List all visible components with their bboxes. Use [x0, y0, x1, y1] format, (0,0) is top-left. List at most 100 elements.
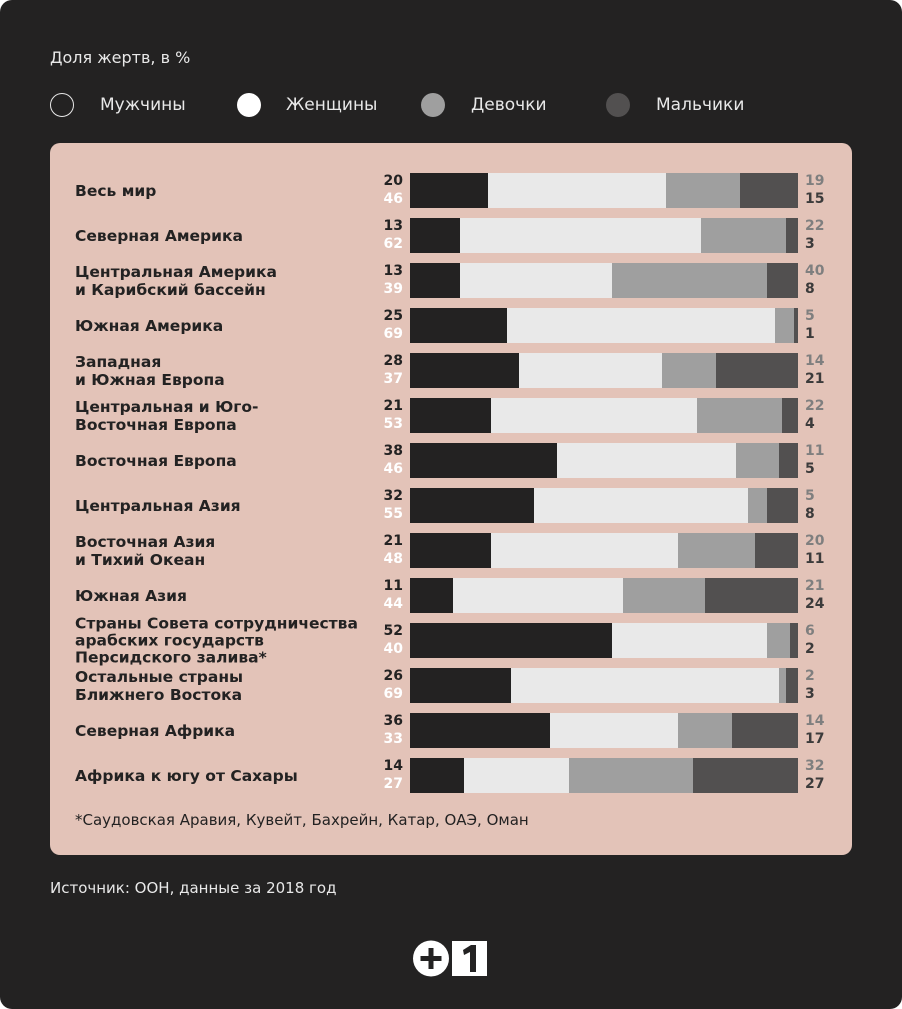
bar-segment-boys — [739, 173, 798, 208]
chart-panel: Весь мир 20 46 19 15 Северная Америка 13 62 22 3 Ц… — [50, 143, 852, 855]
bar-segment-girls — [700, 218, 787, 253]
bar-segment-women — [611, 623, 767, 658]
value-label-girls: 11 — [805, 443, 825, 459]
stacked-bar — [410, 533, 798, 568]
value-label-girls: 32 — [805, 758, 825, 774]
value-label-women: 53 — [383, 416, 403, 432]
value-label-men: 21 — [383, 398, 403, 414]
bar-segment-boys — [778, 443, 798, 478]
footnote: *Саудовская Аравия, Кувейт, Бахрейн, Кат… — [75, 811, 529, 829]
bar-segment-men — [410, 668, 511, 703]
value-label-boys: 15 — [805, 191, 825, 207]
legend-swatch-girls — [421, 93, 445, 117]
bar-segment-girls — [569, 758, 694, 793]
value-label-women: 44 — [383, 596, 403, 612]
category-label: Южная Азия — [75, 586, 187, 605]
bar-segment-boys — [766, 263, 798, 298]
bar-segment-men — [410, 218, 461, 253]
value-label-women: 46 — [383, 461, 403, 477]
chart-row: Восточная Азия и Тихий Океан 21 48 20 11 — [50, 528, 852, 573]
bar-segment-girls — [611, 263, 767, 298]
bar-segment-men — [410, 488, 535, 523]
bar-segment-women — [464, 758, 570, 793]
stacked-bar — [410, 398, 798, 433]
value-label-girls: 22 — [805, 218, 825, 234]
bar-segment-women — [491, 398, 698, 433]
value-label-girls: 14 — [805, 713, 825, 729]
bar-segment-women — [534, 488, 748, 523]
stacked-bar — [410, 263, 798, 298]
stacked-bar — [410, 488, 798, 523]
chart-row: Весь мир 20 46 19 15 — [50, 168, 852, 213]
value-label-girls: 5 — [805, 488, 815, 504]
legend-swatch-boys — [606, 93, 630, 117]
value-label-boys: 17 — [805, 731, 825, 747]
bar-segment-women — [460, 218, 701, 253]
value-label-men: 26 — [383, 668, 403, 684]
value-label-boys: 3 — [805, 236, 815, 252]
stacked-bar — [410, 353, 798, 388]
legend-label-men: Мужчины — [100, 95, 186, 115]
bar-segment-women — [510, 668, 779, 703]
chart-row: Северная Африка 36 33 14 17 — [50, 708, 852, 753]
value-label-boys: 4 — [805, 416, 815, 432]
source-note: Источник: ООН, данные за 2018 год — [50, 879, 337, 897]
chart-row: Африка к югу от Сахары 14 27 32 27 — [50, 753, 852, 798]
value-label-boys: 8 — [805, 281, 815, 297]
bar-segment-men — [410, 578, 453, 613]
value-label-women: 69 — [383, 326, 403, 342]
bar-segment-girls — [677, 713, 733, 748]
stacked-bar — [410, 443, 798, 478]
value-label-men: 25 — [383, 308, 403, 324]
bar-segment-boys — [755, 533, 798, 568]
value-label-girls: 5 — [805, 308, 815, 324]
bar-segment-men — [410, 758, 465, 793]
bar-segment-boys — [766, 488, 798, 523]
bar-segment-boys — [704, 578, 798, 613]
bar-segment-men — [410, 443, 558, 478]
chart-row: Центральная Америка и Карибский бассейн 1… — [50, 258, 852, 303]
value-label-girls: 6 — [805, 623, 815, 639]
value-label-boys: 27 — [805, 776, 825, 792]
bar-segment-girls — [778, 668, 787, 703]
value-label-women: 27 — [383, 776, 403, 792]
stacked-bar — [410, 713, 798, 748]
bar-segment-boys — [782, 398, 798, 433]
value-label-boys: 8 — [805, 506, 815, 522]
legend-swatch-women — [237, 93, 261, 117]
bar-segment-women — [557, 443, 736, 478]
bar-segment-boys — [790, 623, 798, 658]
category-label: Восточная Европа — [75, 451, 237, 470]
legend-label-women: Женщины — [286, 95, 378, 115]
value-label-boys: 1 — [805, 326, 815, 342]
category-label: Центральная Азия — [75, 496, 241, 515]
bar-segment-women — [491, 533, 678, 568]
bar-segment-women — [452, 578, 624, 613]
bar-segment-girls — [774, 308, 795, 343]
value-label-women: 48 — [383, 551, 403, 567]
chart-row: Остальные страны Ближнего Востока 26 69 2 3 — [50, 663, 852, 708]
value-label-girls: 2 — [805, 668, 815, 684]
bar-segment-women — [507, 308, 775, 343]
value-label-men: 13 — [383, 218, 403, 234]
bar-segment-women — [460, 263, 612, 298]
value-label-boys: 21 — [805, 371, 825, 387]
bar-segment-men — [410, 713, 550, 748]
bar-segment-girls — [677, 533, 756, 568]
value-label-girls: 22 — [805, 398, 825, 414]
chart-row: Северная Америка 13 62 22 3 — [50, 213, 852, 258]
legend-label-girls: Девочки — [471, 95, 547, 115]
bar-segment-boys — [693, 758, 798, 793]
bar-segment-girls — [735, 443, 779, 478]
chart-title: Доля жертв, в % — [50, 48, 191, 67]
stacked-bar — [410, 668, 798, 703]
bar-segment-women — [549, 713, 678, 748]
value-label-men: 11 — [383, 578, 403, 594]
chart-row: Центральная и Юго- Восточная Европа 21 53 2… — [50, 393, 852, 438]
category-label: Северная Африка — [75, 721, 236, 740]
value-label-boys: 24 — [805, 596, 825, 612]
value-label-boys: 2 — [805, 641, 815, 657]
chart-row: Центральная Азия 32 55 5 8 — [50, 483, 852, 528]
bar-segment-women — [487, 173, 667, 208]
